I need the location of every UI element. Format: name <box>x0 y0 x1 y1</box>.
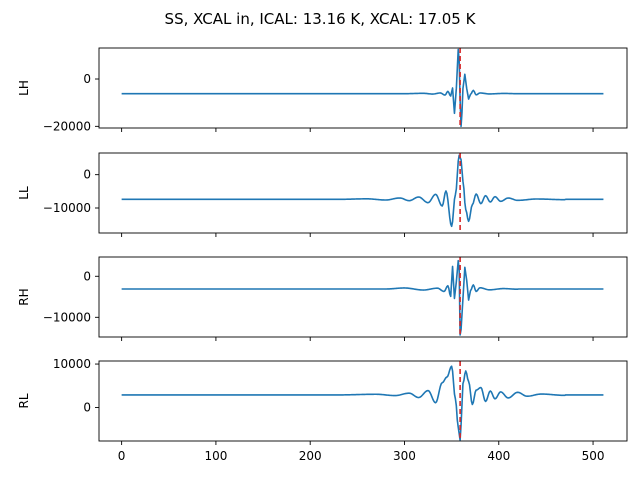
y-tick-label: 10000 <box>53 357 91 371</box>
x-tick-label: 300 <box>393 449 416 463</box>
y-axis-label: RH <box>17 288 31 305</box>
series-line-ll <box>121 154 604 228</box>
series-line-lh <box>121 48 604 128</box>
x-tick-label: 200 <box>299 449 322 463</box>
y-tick-label: 0 <box>83 168 91 182</box>
y-tick-label: −10000 <box>43 201 91 215</box>
y-tick-label: 0 <box>83 72 91 86</box>
panel-rl: 10000 0 RL 0 100 200 300 400 500 <box>17 357 628 463</box>
y-tick-label: −20000 <box>43 119 91 133</box>
series-line-rh <box>121 259 604 336</box>
y-axis-label: RL <box>17 393 31 408</box>
panel-lh: 0 −20000 LH <box>17 47 628 133</box>
y-tick-label: −10000 <box>43 310 91 324</box>
x-tick-label: 100 <box>204 449 227 463</box>
x-tick-label: 0 <box>118 449 126 463</box>
x-tick-label: 500 <box>582 449 605 463</box>
chart-title: SS, XCAL in, ICAL: 13.16 K, XCAL: 17.05 … <box>165 10 477 28</box>
axes-frame <box>98 360 628 442</box>
y-tick-label: 0 <box>83 401 91 415</box>
panels-container: 0 −20000 LH 0 −10000 LL 0 −10000 RH 10000 0 RL 0 100 2… <box>17 47 628 463</box>
panel-rh: 0 −10000 RH <box>17 256 628 341</box>
y-axis-label: LL <box>17 186 31 200</box>
y-axis-label: LH <box>17 80 31 96</box>
axes-frame <box>98 47 628 129</box>
panel-ll: 0 −10000 LL <box>17 152 628 237</box>
y-tick-label: 0 <box>83 269 91 283</box>
axes-frame <box>98 152 628 234</box>
x-tick-label: 400 <box>487 449 510 463</box>
series-line-rl <box>121 365 604 441</box>
axes-frame <box>98 256 628 338</box>
